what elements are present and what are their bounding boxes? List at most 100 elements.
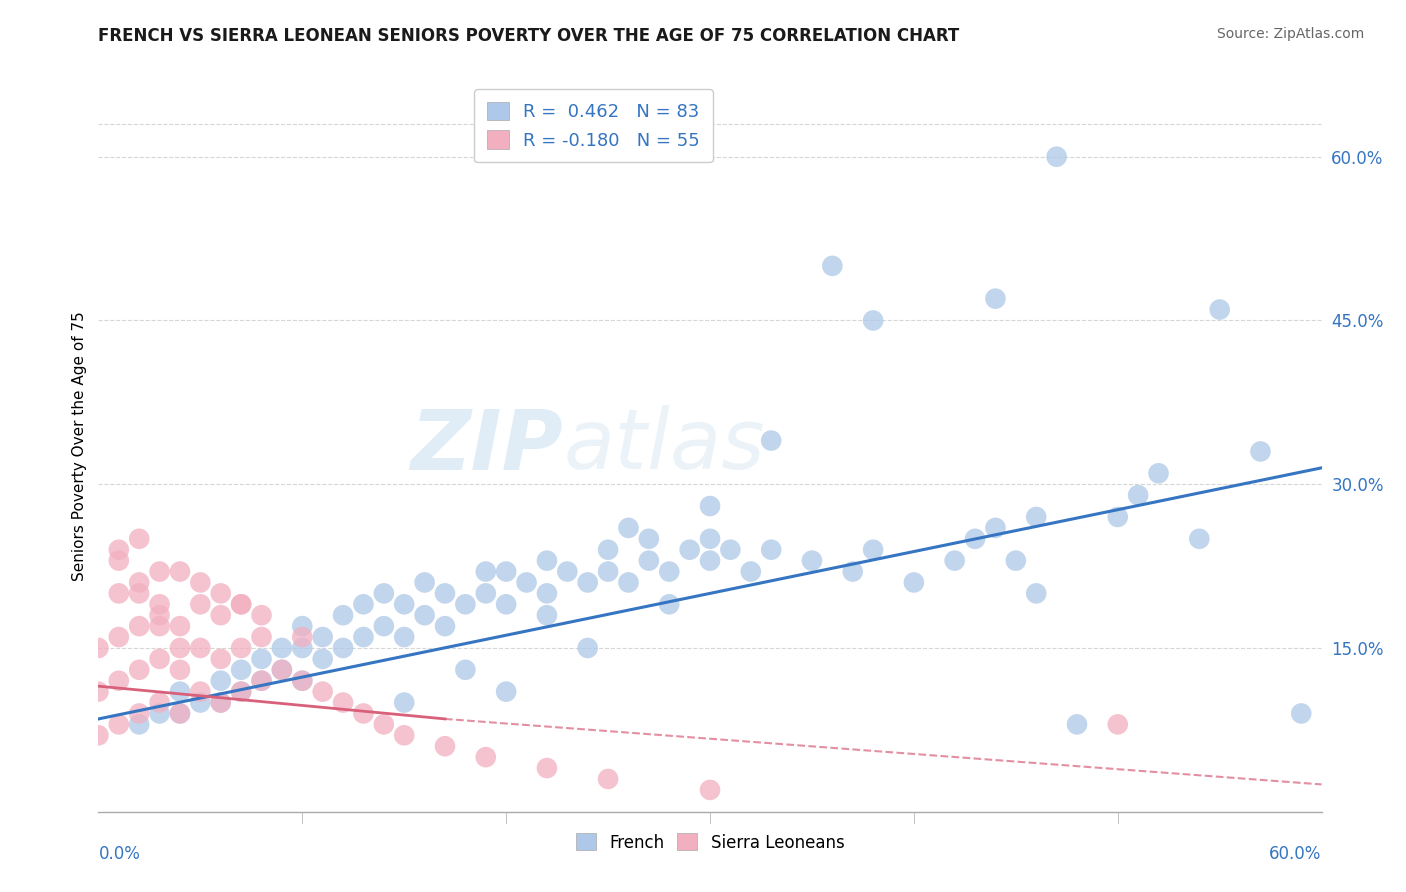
French bbox=[740, 565, 762, 579]
Text: 60.0%: 60.0% bbox=[1270, 845, 1322, 863]
French bbox=[1291, 706, 1313, 721]
French bbox=[149, 706, 172, 721]
Sierra Leoneans bbox=[108, 554, 131, 568]
French bbox=[576, 575, 599, 590]
Sierra Leoneans bbox=[209, 586, 232, 600]
French bbox=[903, 575, 925, 590]
Sierra Leoneans bbox=[108, 630, 131, 644]
Sierra Leoneans bbox=[536, 761, 558, 775]
French bbox=[1066, 717, 1088, 731]
French bbox=[250, 673, 273, 688]
French bbox=[434, 586, 457, 600]
French bbox=[699, 532, 721, 546]
French bbox=[1004, 554, 1026, 568]
French bbox=[209, 673, 232, 688]
French bbox=[413, 575, 436, 590]
Legend: French, Sierra Leoneans: French, Sierra Leoneans bbox=[569, 827, 851, 858]
French bbox=[312, 630, 335, 644]
Sierra Leoneans bbox=[188, 575, 212, 590]
French bbox=[557, 565, 579, 579]
Y-axis label: Seniors Poverty Over the Age of 75: Seniors Poverty Over the Age of 75 bbox=[72, 311, 87, 581]
Text: 0.0%: 0.0% bbox=[98, 845, 141, 863]
French bbox=[392, 630, 416, 644]
Sierra Leoneans bbox=[270, 663, 294, 677]
French bbox=[720, 542, 742, 557]
French bbox=[617, 521, 640, 535]
French bbox=[841, 565, 863, 579]
French bbox=[984, 521, 1007, 535]
French bbox=[1128, 488, 1150, 502]
French bbox=[312, 652, 335, 666]
French bbox=[862, 542, 884, 557]
Sierra Leoneans bbox=[128, 619, 150, 633]
Sierra Leoneans bbox=[128, 663, 150, 677]
Sierra Leoneans bbox=[231, 597, 253, 611]
Sierra Leoneans bbox=[209, 608, 232, 623]
Sierra Leoneans bbox=[169, 663, 191, 677]
Sierra Leoneans bbox=[169, 640, 191, 655]
French bbox=[291, 640, 314, 655]
French bbox=[536, 554, 558, 568]
French bbox=[454, 663, 477, 677]
French bbox=[231, 663, 253, 677]
Sierra Leoneans bbox=[149, 608, 172, 623]
French bbox=[658, 565, 681, 579]
Sierra Leoneans bbox=[87, 684, 110, 698]
Sierra Leoneans bbox=[169, 565, 191, 579]
French bbox=[291, 673, 314, 688]
French bbox=[332, 608, 354, 623]
French bbox=[188, 696, 212, 710]
French bbox=[1249, 444, 1271, 458]
Sierra Leoneans bbox=[392, 728, 416, 742]
French bbox=[1188, 532, 1211, 546]
Sierra Leoneans bbox=[250, 608, 273, 623]
Sierra Leoneans bbox=[108, 586, 131, 600]
Sierra Leoneans bbox=[250, 630, 273, 644]
Sierra Leoneans bbox=[128, 575, 150, 590]
Sierra Leoneans bbox=[250, 673, 273, 688]
French bbox=[231, 684, 253, 698]
French bbox=[821, 259, 844, 273]
French bbox=[761, 542, 783, 557]
French bbox=[536, 586, 558, 600]
Sierra Leoneans bbox=[209, 652, 232, 666]
Sierra Leoneans bbox=[231, 597, 253, 611]
Sierra Leoneans bbox=[149, 565, 172, 579]
French bbox=[392, 696, 416, 710]
Sierra Leoneans bbox=[209, 696, 232, 710]
French bbox=[516, 575, 538, 590]
Sierra Leoneans bbox=[169, 706, 191, 721]
French bbox=[862, 313, 884, 327]
French bbox=[699, 499, 721, 513]
Sierra Leoneans bbox=[149, 597, 172, 611]
Sierra Leoneans bbox=[188, 640, 212, 655]
French bbox=[392, 597, 416, 611]
Sierra Leoneans bbox=[434, 739, 457, 754]
French bbox=[1209, 302, 1232, 317]
French bbox=[598, 542, 620, 557]
Sierra Leoneans bbox=[312, 684, 335, 698]
French bbox=[495, 565, 517, 579]
French bbox=[1025, 586, 1047, 600]
Sierra Leoneans bbox=[108, 717, 131, 731]
French bbox=[495, 684, 517, 698]
French bbox=[1107, 510, 1129, 524]
French bbox=[984, 292, 1007, 306]
French bbox=[434, 619, 457, 633]
Sierra Leoneans bbox=[128, 532, 150, 546]
Sierra Leoneans bbox=[231, 684, 253, 698]
Sierra Leoneans bbox=[87, 728, 110, 742]
French bbox=[209, 696, 232, 710]
French bbox=[965, 532, 987, 546]
Sierra Leoneans bbox=[291, 630, 314, 644]
Sierra Leoneans bbox=[332, 696, 354, 710]
Text: ZIP: ZIP bbox=[411, 406, 564, 486]
French bbox=[638, 554, 661, 568]
Text: FRENCH VS SIERRA LEONEAN SENIORS POVERTY OVER THE AGE OF 75 CORRELATION CHART: FRENCH VS SIERRA LEONEAN SENIORS POVERTY… bbox=[98, 27, 960, 45]
Sierra Leoneans bbox=[108, 673, 131, 688]
French bbox=[1147, 467, 1170, 481]
Sierra Leoneans bbox=[373, 717, 395, 731]
Sierra Leoneans bbox=[149, 619, 172, 633]
French bbox=[536, 608, 558, 623]
French bbox=[699, 554, 721, 568]
